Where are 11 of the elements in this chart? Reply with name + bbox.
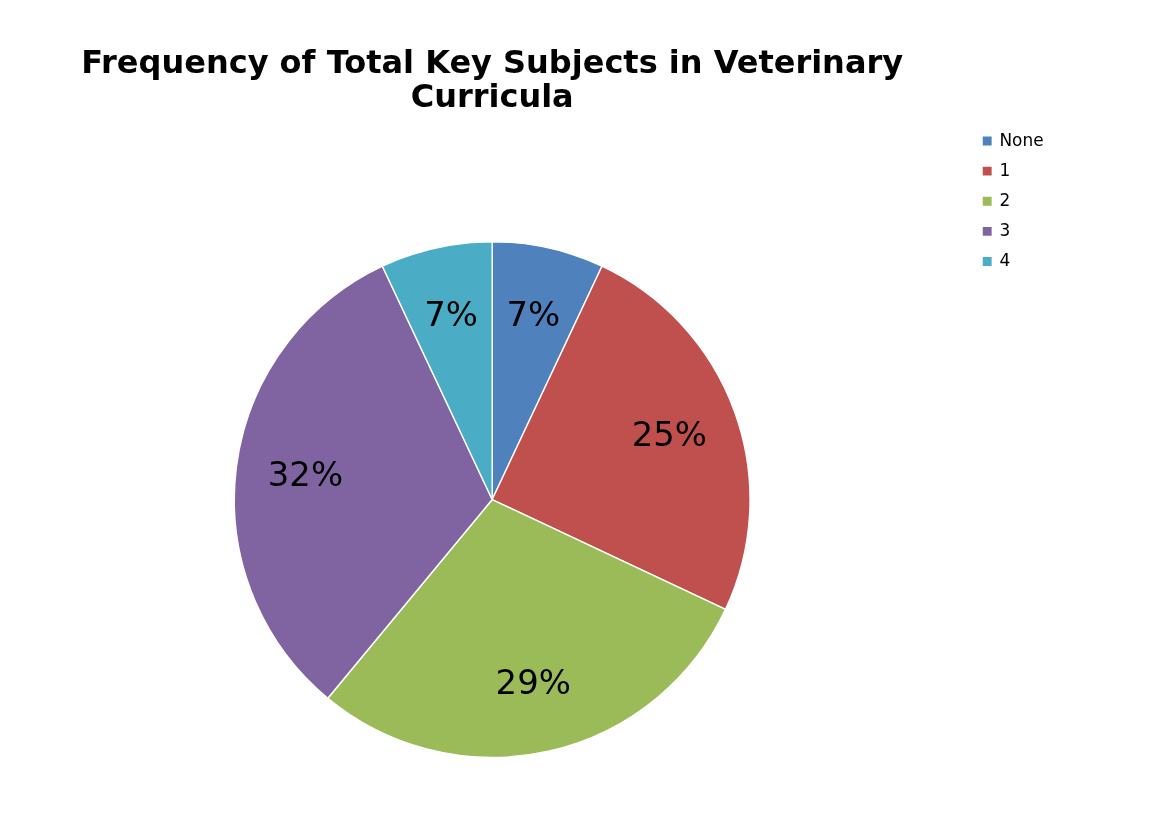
chart-title: Frequency of Total Key Subjects in Veterinary Curricula bbox=[81, 43, 904, 116]
legend-label: 2 bbox=[999, 189, 1011, 210]
data-label: 29% bbox=[495, 662, 571, 702]
data-label: 25% bbox=[631, 415, 707, 455]
data-label: 32% bbox=[267, 455, 344, 495]
legend-label: 3 bbox=[999, 220, 1011, 241]
legend-label: 4 bbox=[999, 250, 1011, 271]
data-label: 7% bbox=[424, 295, 478, 335]
data-label: 7% bbox=[506, 295, 561, 335]
legend-label: 1 bbox=[999, 159, 1011, 180]
legend-label: None bbox=[999, 129, 1044, 150]
